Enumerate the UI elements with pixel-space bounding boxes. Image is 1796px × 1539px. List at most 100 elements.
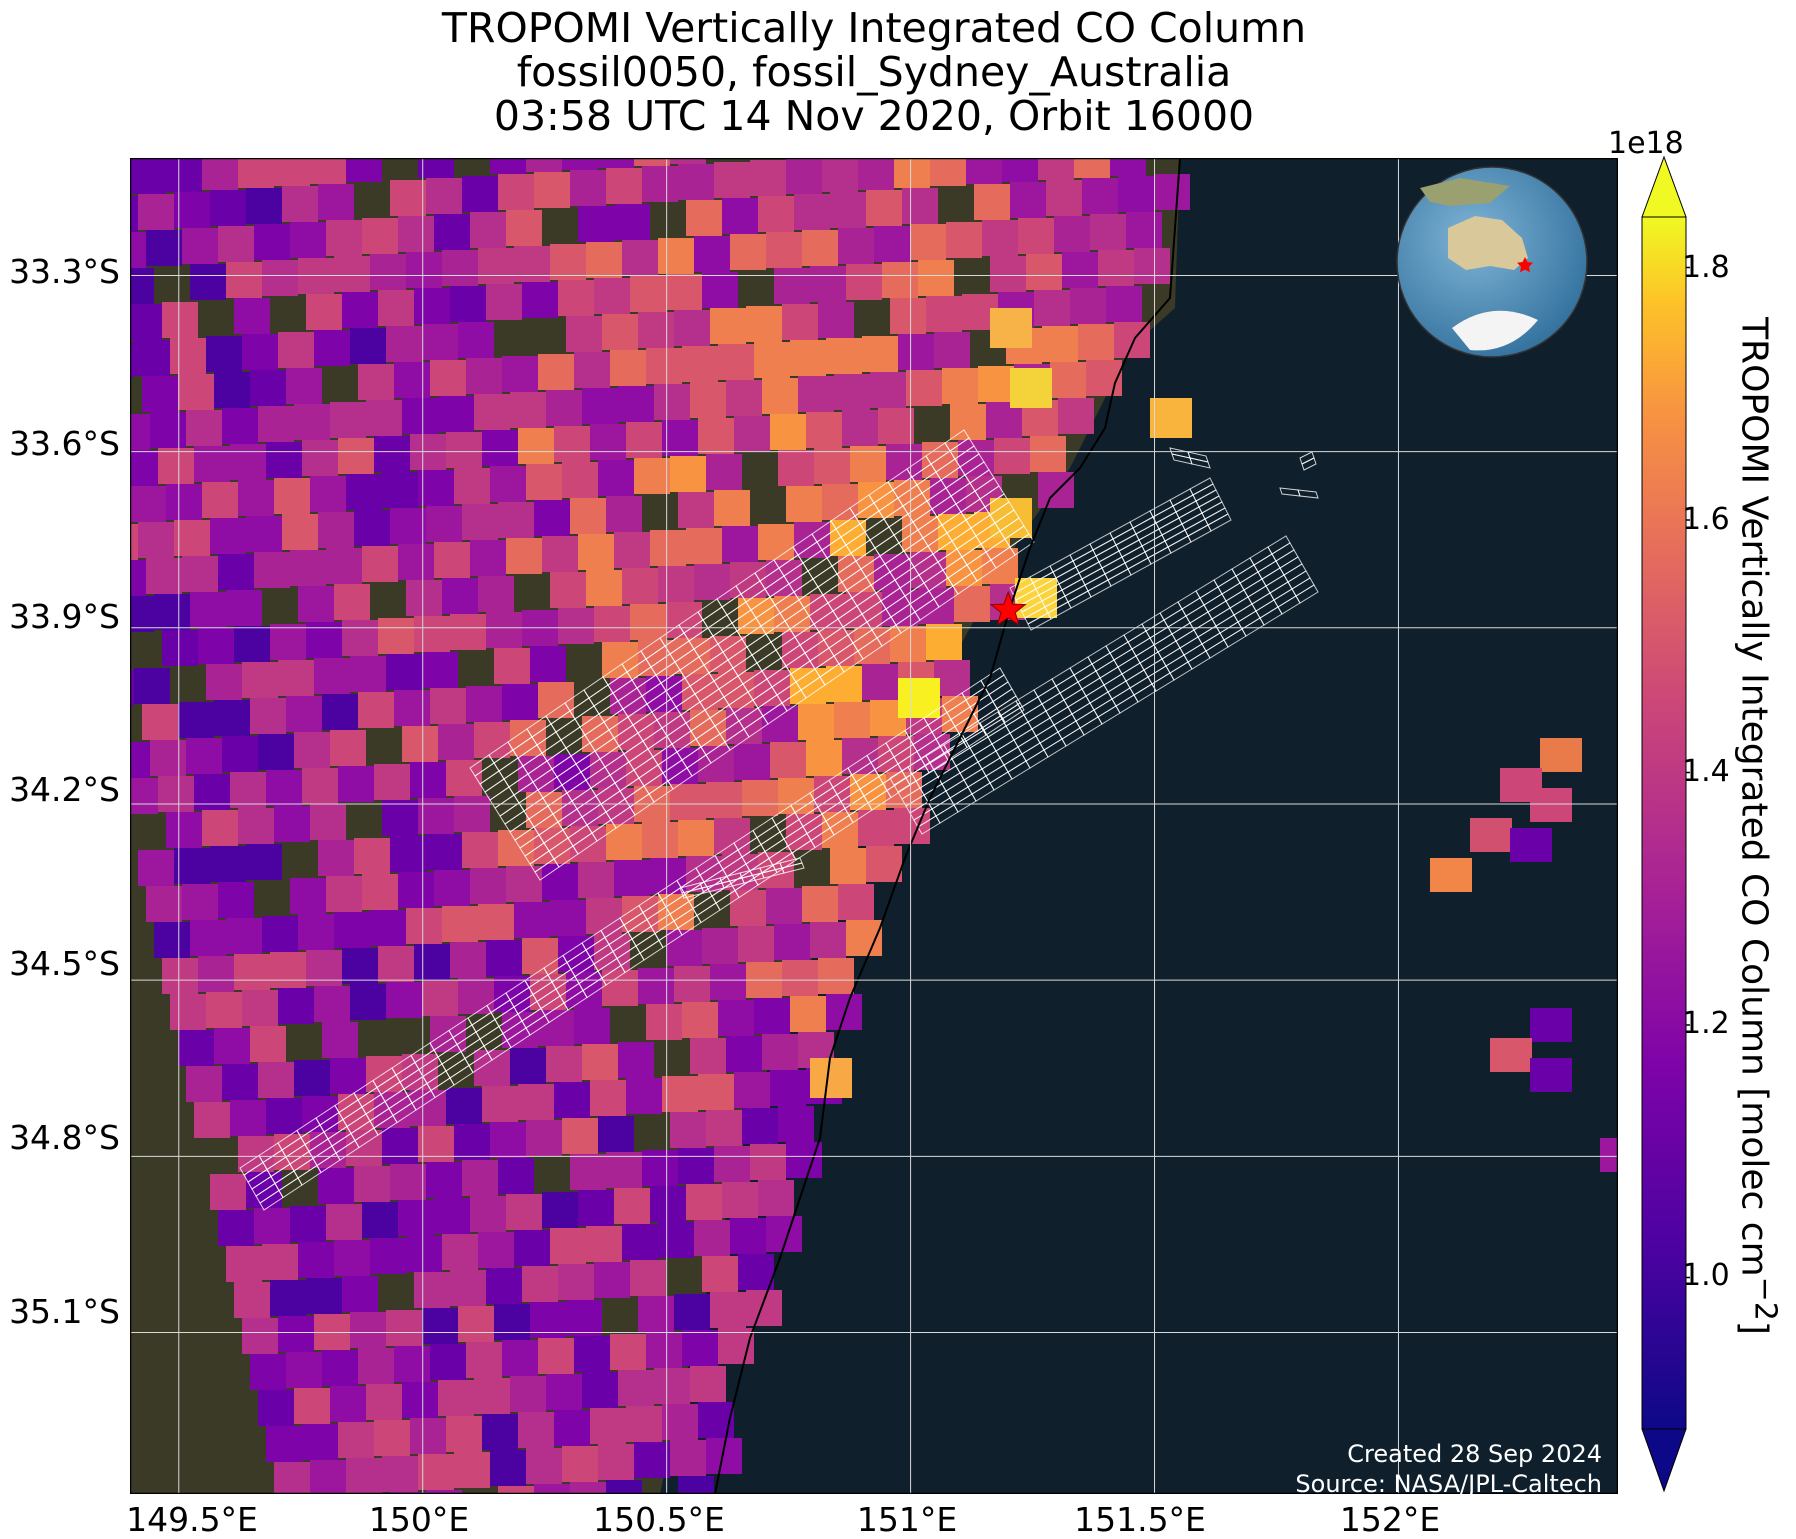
- co-pixel: [1126, 212, 1162, 248]
- co-pixel: [654, 1368, 690, 1404]
- co-pixel: [374, 764, 410, 800]
- co-pixel: [274, 158, 310, 186]
- footprint-cell: [1207, 513, 1232, 532]
- co-pixel: [1042, 326, 1078, 362]
- co-pixel: [226, 1246, 262, 1282]
- co-pixel: [630, 276, 666, 312]
- co-pixel: [782, 632, 818, 668]
- co-pixel: [294, 1388, 330, 1424]
- co-pixel: [238, 1136, 274, 1172]
- co-pixel: [670, 1112, 706, 1148]
- co-pixel: [130, 342, 134, 378]
- co-pixel: [274, 1462, 310, 1494]
- co-pixel: [858, 810, 894, 846]
- co-pixel: [810, 922, 846, 958]
- source-credit: Source: NASA/JPL-Caltech: [1295, 1470, 1602, 1498]
- co-pixel: [1134, 248, 1170, 284]
- co-pixel: [334, 256, 370, 292]
- co-pixel: [566, 1300, 602, 1336]
- co-pixel: [402, 398, 438, 434]
- co-pixel: [686, 528, 722, 564]
- co-pixel: [146, 230, 182, 266]
- co-pixel: [266, 1426, 302, 1462]
- lon-tick-label: 151.5°E: [1074, 1500, 1206, 1539]
- co-pixel: [606, 168, 642, 204]
- co-pixel: [418, 470, 454, 506]
- co-pixel: [702, 1256, 738, 1292]
- co-pixel: [242, 1318, 278, 1354]
- co-pixel: [526, 158, 562, 172]
- co-pixel: [546, 1046, 582, 1082]
- co-pixel: [506, 210, 542, 246]
- co-pixel: [130, 304, 162, 340]
- co-pixel: [778, 778, 814, 814]
- co-pixel: [1038, 472, 1074, 508]
- globe-star-icon: [1517, 257, 1533, 273]
- co-pixel: [614, 204, 650, 240]
- co-pixel: [738, 1254, 774, 1290]
- co-pixel: [638, 968, 674, 1004]
- co-pixel: [594, 606, 630, 642]
- co-pixel: [266, 1098, 302, 1134]
- co-pixel: [982, 220, 1018, 256]
- co-pixel: [446, 1416, 482, 1452]
- co-pixel: [374, 1092, 410, 1128]
- co-pixel: [354, 1166, 390, 1202]
- co-pixel: [514, 902, 550, 938]
- co-pixel: [358, 692, 394, 728]
- co-pixel: [618, 1370, 654, 1406]
- co-pixel: [270, 952, 306, 988]
- co-pixel: [926, 296, 962, 332]
- co-pixel: [1010, 182, 1046, 218]
- co-pixel: [838, 884, 874, 920]
- co-pixel: [606, 824, 642, 860]
- co-pixel: [538, 1338, 574, 1374]
- co-pixel: [234, 1282, 270, 1318]
- co-pixel: [662, 748, 698, 784]
- co-pixel: [586, 570, 622, 606]
- colorbar-tick-label: 1.8: [1682, 250, 1730, 285]
- co-pixel-high: [990, 498, 1032, 538]
- co-pixel: [542, 864, 578, 900]
- sydney-star-icon: [989, 590, 1027, 626]
- co-pixel: [334, 1240, 370, 1276]
- co-pixel: [686, 200, 722, 236]
- co-pixel: [302, 440, 338, 476]
- co-pixel: [942, 368, 978, 404]
- co-pixel: [462, 832, 498, 868]
- co-pixel: [262, 260, 298, 296]
- co-pixel: [562, 158, 598, 170]
- co-pixel: [446, 1088, 482, 1124]
- co-pixel: [718, 672, 754, 708]
- co-pixel: [482, 430, 518, 466]
- gridlines: [130, 158, 1618, 1494]
- co-pixel: [658, 238, 694, 274]
- title-line-2: fossil0050, fossil_Sydney_Australia: [516, 48, 1232, 96]
- co-pixel: [154, 594, 190, 630]
- co-pixel: [1530, 788, 1572, 822]
- co-pixel: [514, 246, 550, 282]
- lat-tick-label: 33.3°S: [9, 252, 120, 291]
- co-pixel: [658, 566, 694, 602]
- co-pixel: [750, 160, 786, 196]
- co-pixel: [658, 1222, 694, 1258]
- co-pixel: [414, 1272, 450, 1308]
- co-pixel: [130, 486, 166, 522]
- co-pixel: [322, 694, 358, 730]
- co-pixel: [218, 554, 254, 590]
- co-pixel: [298, 258, 334, 294]
- co-pixel: [390, 836, 426, 872]
- co-pixel: [778, 450, 814, 486]
- co-pixel: [298, 914, 334, 950]
- co-pixel: [718, 1000, 754, 1036]
- co-pixel: [142, 376, 178, 412]
- co-pixel: [1510, 828, 1552, 862]
- co-pixel: [826, 338, 862, 374]
- co-pixel: [462, 1160, 498, 1196]
- co-pixel: [974, 184, 1010, 220]
- co-pixel: [834, 374, 870, 410]
- co-pixel: [130, 158, 166, 194]
- co-pixel: [230, 1100, 266, 1136]
- co-pixel: [450, 942, 486, 978]
- co-pixel: [250, 698, 286, 734]
